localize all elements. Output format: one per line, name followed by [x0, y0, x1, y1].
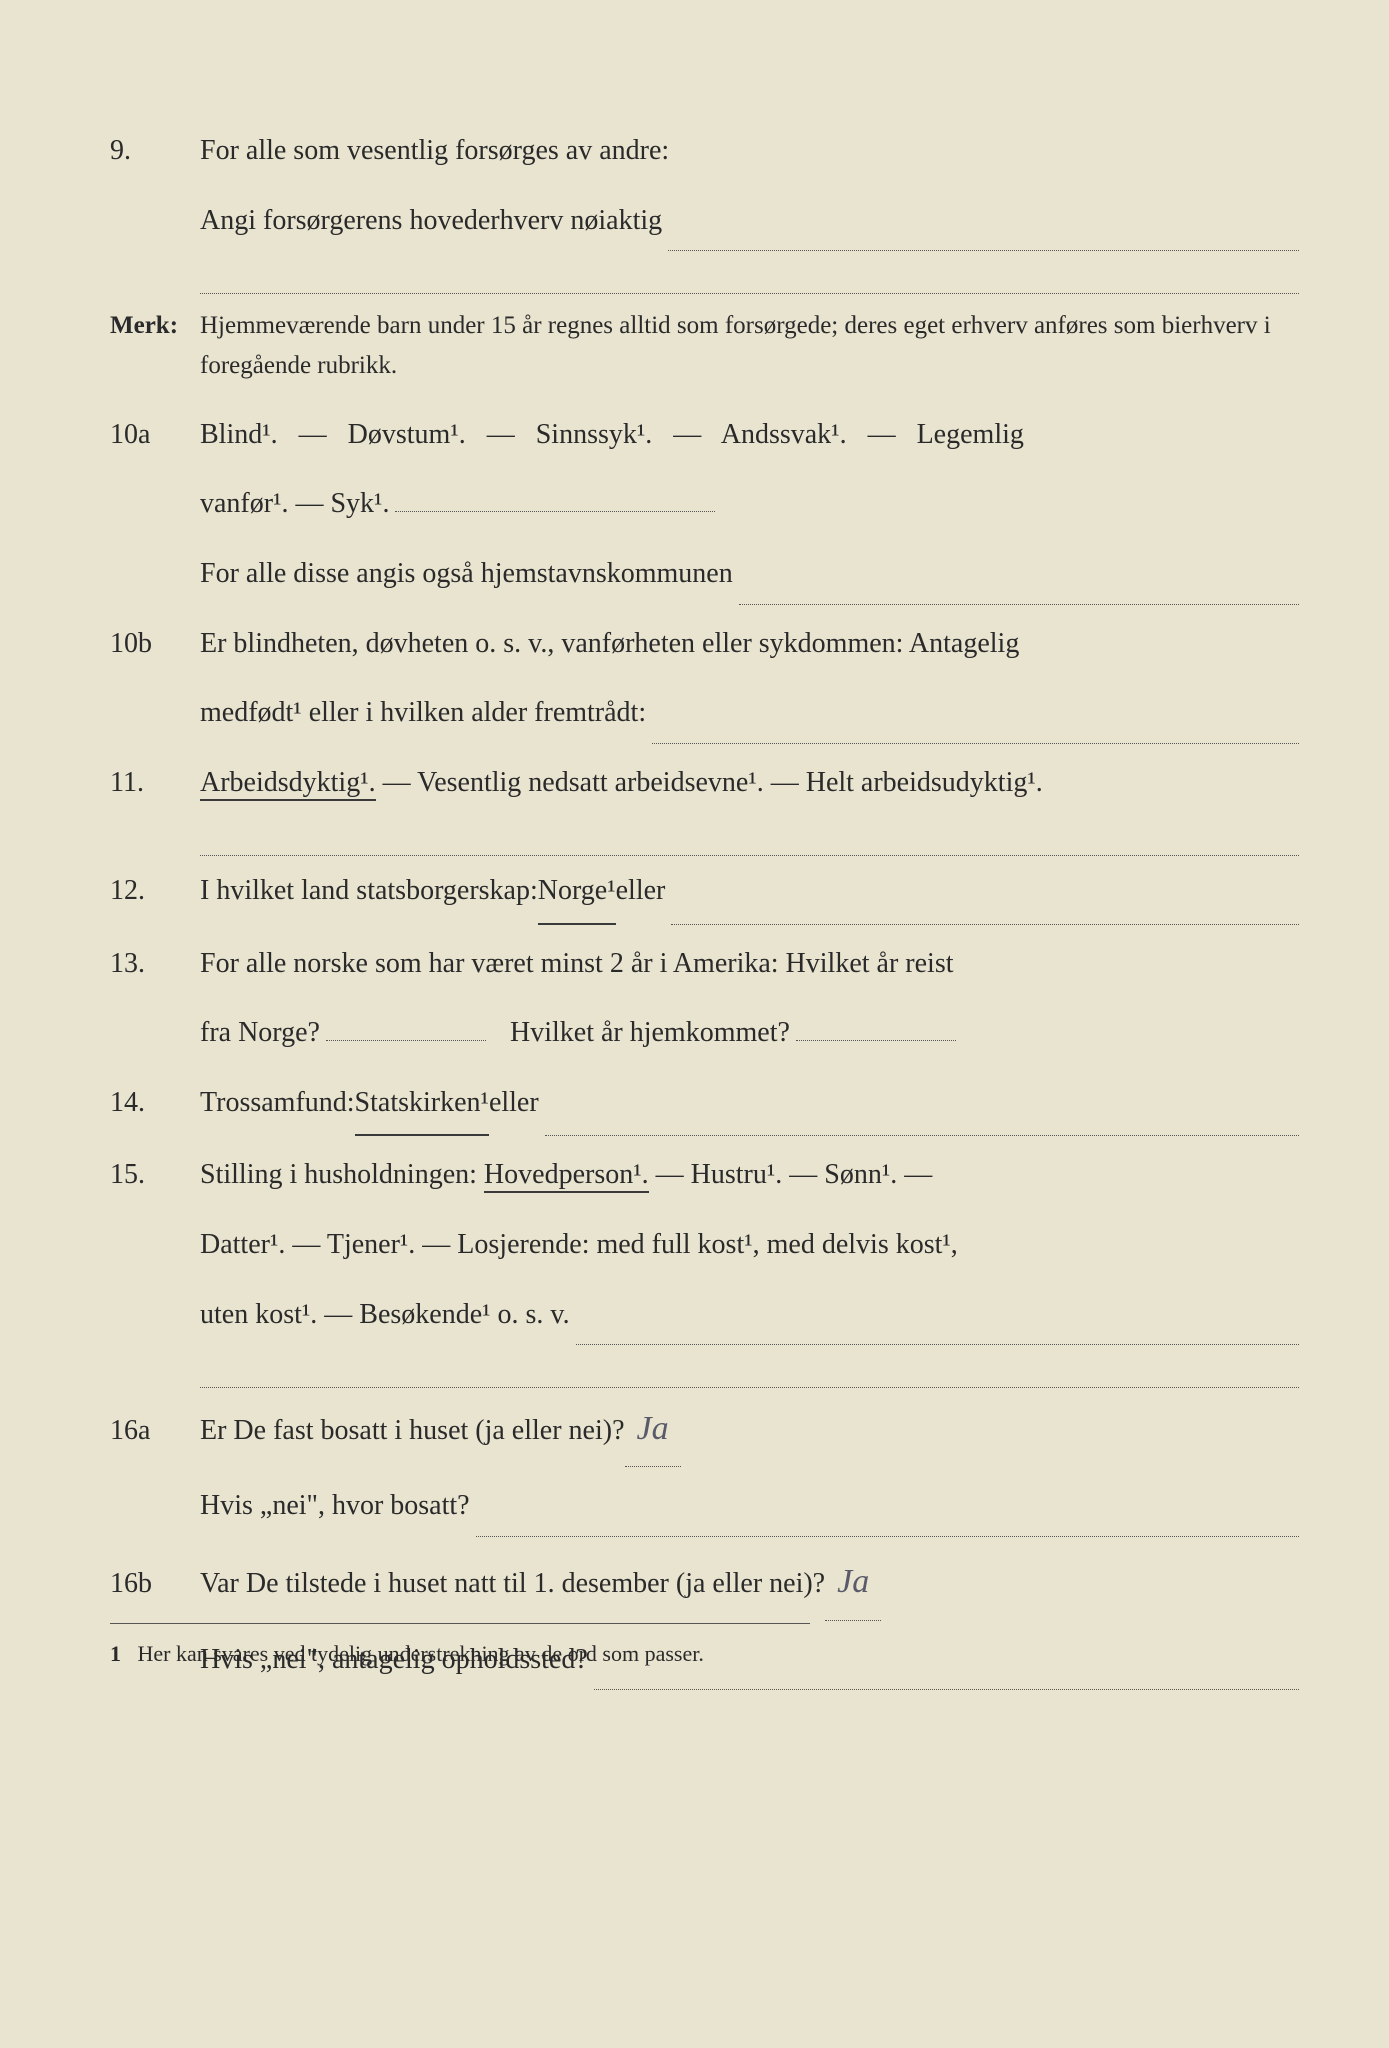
- footnote-text: Her kan svares ved tydelig understreknin…: [138, 1641, 704, 1666]
- dotted-fill: [671, 898, 1299, 924]
- question-10a-line2: vanfør¹. — Syk¹.: [110, 473, 1299, 535]
- dotted-line: [200, 259, 1299, 294]
- census-form-page: 9. For alle som vesentlig forsørges av a…: [0, 0, 1389, 1758]
- dotted-fill: [652, 718, 1299, 744]
- question-10a-line3: For alle disse angis også hjemstavnskomm…: [110, 543, 1299, 605]
- question-10b: 10b Er blindheten, døvheten o. s. v., va…: [110, 613, 1299, 675]
- q10a-opt: Sinnssyk¹.: [536, 419, 653, 450]
- q10a-opt: Legemlig: [917, 419, 1024, 450]
- merk-text: Hjemmeværende barn under 15 år regnes al…: [200, 306, 1299, 386]
- q14-number: 14.: [110, 1072, 200, 1134]
- q15-number: 15.: [110, 1144, 200, 1206]
- dotted-fill: [796, 1040, 956, 1041]
- question-10a: 10a Blind¹. — Døvstum¹. — Sinnssyk¹. — A…: [110, 404, 1299, 466]
- question-16a: 16a Er De fast bosatt i huset (ja eller …: [110, 1392, 1299, 1468]
- question-11: 11. Arbeidsdyktig¹. — Vesentlig nedsatt …: [110, 752, 1299, 814]
- question-15: 15. Stilling i husholdningen: Hovedperso…: [110, 1144, 1299, 1206]
- dotted-fill: [576, 1319, 1299, 1345]
- dotted-fill: [326, 1040, 486, 1041]
- q15-line3: uten kost¹. — Besøkende¹ o. s. v.: [200, 1284, 570, 1346]
- q9-text-line2: Angi forsørgerens hovederhverv nøiaktig: [200, 190, 662, 252]
- q10a-opt: Blind¹.: [200, 419, 278, 450]
- q16b-answer: Ja: [825, 1545, 881, 1621]
- q16b-number: 16b: [110, 1553, 200, 1615]
- footnote: 1 Her kan svares ved tydelig understrekn…: [110, 1623, 810, 1678]
- q10b-number: 10b: [110, 613, 200, 675]
- q16b-line1: Var De tilstede i huset natt til 1. dese…: [200, 1553, 825, 1615]
- question-10b-line2: medfødt¹ eller i hvilken alder fremtrådt…: [110, 682, 1299, 744]
- q12-selected: Norge¹: [538, 860, 616, 925]
- q14-post: eller: [489, 1072, 539, 1134]
- q16a-line2: Hvis „nei", hvor bosatt?: [200, 1475, 470, 1537]
- question-15-line2: Datter¹. — Tjener¹. — Losjerende: med fu…: [110, 1214, 1299, 1276]
- q10a-opt: Andssvak¹.: [721, 419, 847, 450]
- q13-number: 13.: [110, 933, 200, 995]
- q12-post: eller: [616, 860, 666, 922]
- q9-number: 9.: [110, 120, 200, 182]
- dotted-fill: [476, 1511, 1299, 1537]
- question-13: 13. For alle norske som har været minst …: [110, 933, 1299, 995]
- dotted-fill: [668, 225, 1299, 251]
- q11-number: 11.: [110, 752, 200, 814]
- footnote-marker: 1: [110, 1641, 121, 1666]
- q13-line2b: Hvilket år hjemkommet?: [510, 1002, 790, 1064]
- q12-number: 12.: [110, 860, 200, 922]
- q10a-line3: For alle disse angis også hjemstavnskomm…: [200, 543, 733, 605]
- dotted-fill: [739, 578, 1299, 604]
- q15-rest1: — Hustru¹. — Sønn¹. —: [656, 1159, 933, 1190]
- dotted-line: [200, 821, 1299, 856]
- question-9: 9. For alle som vesentlig forsørges av a…: [110, 120, 1299, 182]
- question-16a-line2: Hvis „nei", hvor bosatt?: [110, 1475, 1299, 1537]
- merk-note: Merk: Hjemmeværende barn under 15 år reg…: [110, 306, 1299, 386]
- dotted-fill: [395, 511, 715, 512]
- q16a-number: 16a: [110, 1400, 200, 1462]
- q10a-line2: vanfør¹. — Syk¹.: [200, 473, 389, 535]
- question-16b: 16b Var De tilstede i huset natt til 1. …: [110, 1545, 1299, 1621]
- question-9-line2: Angi forsørgerens hovederhverv nøiaktig: [110, 190, 1299, 252]
- q12-pre: I hvilket land statsborgerskap:: [200, 860, 538, 922]
- question-13-line2: fra Norge? Hvilket år hjemkommet?: [110, 1002, 1299, 1064]
- q11-selected: Arbeidsdyktig¹.: [200, 767, 376, 801]
- question-15-line3: uten kost¹. — Besøkende¹ o. s. v.: [110, 1284, 1299, 1346]
- merk-label: Merk:: [110, 306, 200, 386]
- q13-line2a: fra Norge?: [200, 1002, 320, 1064]
- question-12: 12. I hvilket land statsborgerskap: Norg…: [110, 860, 1299, 925]
- q14-selected: Statskirken¹: [355, 1072, 489, 1137]
- q14-pre: Trossamfund:: [200, 1072, 355, 1134]
- q11-rest: — Vesentlig nedsatt arbeidsevne¹. — Helt…: [383, 767, 1043, 798]
- dotted-fill: [545, 1110, 1299, 1136]
- q15-pre: Stilling i husholdningen:: [200, 1159, 484, 1190]
- q13-line1: For alle norske som har været minst 2 år…: [200, 933, 1299, 995]
- dotted-line: [200, 1353, 1299, 1388]
- q10a-number: 10a: [110, 404, 200, 466]
- q16a-answer: Ja: [625, 1392, 681, 1468]
- q15-line2: Datter¹. — Tjener¹. — Losjerende: med fu…: [200, 1214, 1299, 1276]
- q10b-line2: medfødt¹ eller i hvilken alder fremtrådt…: [200, 682, 646, 744]
- q15-selected: Hovedperson¹.: [484, 1159, 649, 1193]
- q9-text-line1: For alle som vesentlig forsørges av andr…: [200, 120, 1299, 182]
- question-14: 14. Trossamfund: Statskirken¹ eller: [110, 1072, 1299, 1137]
- q10a-opt: Døvstum¹.: [348, 419, 466, 450]
- q10b-line1: Er blindheten, døvheten o. s. v., vanfør…: [200, 613, 1299, 675]
- q16a-line1: Er De fast bosatt i huset (ja eller nei)…: [200, 1400, 625, 1462]
